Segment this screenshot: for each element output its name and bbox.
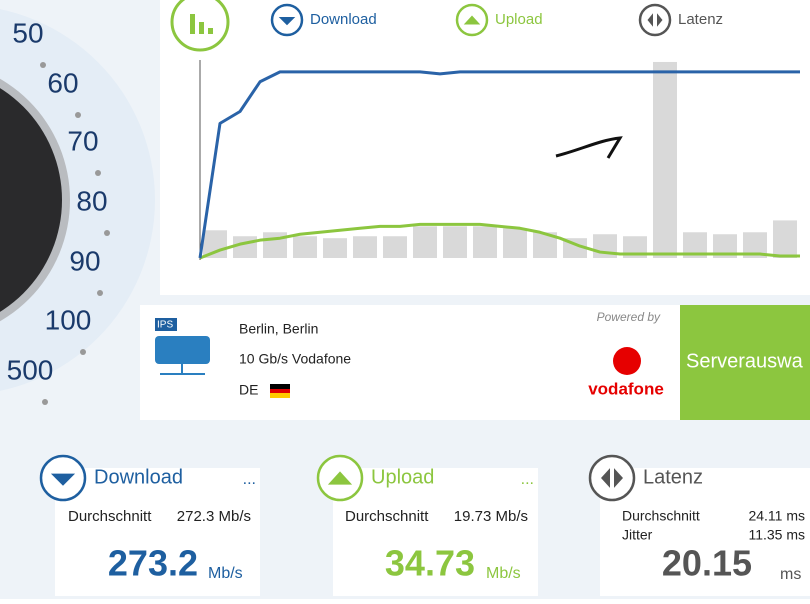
latency-bar [653, 61, 677, 259]
jitter-label: Jitter [622, 527, 653, 543]
card-title: Upload [371, 466, 434, 488]
latency-bar [413, 226, 437, 258]
card-title: Download [94, 466, 183, 488]
latency-bar [473, 226, 497, 258]
gauge-tick: 100 [45, 304, 92, 335]
more[interactable]: ... [521, 471, 534, 488]
unit: Mb/s [208, 565, 243, 582]
icon-glyph [327, 471, 353, 485]
latency-bar [383, 236, 407, 258]
main-value: 34.73 [385, 543, 475, 584]
server-button-label[interactable]: Serverauswa [686, 350, 804, 372]
brand: vodafone [588, 379, 664, 398]
gauge-tick: 90 [69, 245, 100, 276]
icon-glyph [601, 468, 623, 488]
gauge-tick: 80 [76, 185, 107, 216]
main-value: 20.15 [662, 543, 752, 584]
icon-glyph [463, 15, 481, 25]
card [333, 468, 538, 596]
gauge-tick: 50 [12, 17, 43, 48]
avg-label: Durchschnitt [345, 508, 429, 525]
legend-download: Download [310, 11, 377, 28]
flag [270, 384, 290, 389]
drawn-arrow [555, 136, 623, 159]
card [55, 468, 260, 596]
avg-label: Durchschnitt [68, 508, 152, 525]
server-city: Berlin, Berlin [239, 321, 318, 337]
gauge-dot [75, 112, 81, 118]
upload-line [199, 222, 800, 260]
icon [638, 3, 672, 37]
icon [588, 454, 636, 502]
more[interactable]: ... [243, 471, 256, 488]
avg-value: 19.73 Mb/s [454, 508, 528, 525]
gauge-dial [0, 88, 62, 312]
legend-latency: Latenz [678, 11, 723, 28]
gauge-dot [95, 170, 101, 176]
server-button[interactable] [680, 305, 810, 420]
gauge-tick: 70 [67, 125, 98, 156]
main-value: 273.2 [108, 543, 198, 584]
avg-value: 272.3 Mb/s [177, 508, 251, 525]
latency-bar [503, 228, 527, 258]
ips-tag [155, 318, 177, 331]
server-country: DE [239, 382, 258, 398]
icon-glyph [50, 473, 76, 486]
icon-glyph [278, 17, 296, 26]
ips-label: IPS [157, 320, 173, 331]
card [600, 468, 810, 596]
unit: ms [780, 566, 801, 583]
gauge-dot [40, 62, 46, 68]
powered-by: Powered by [597, 310, 661, 324]
gauge-tick: 60 [47, 67, 78, 98]
gauge-tick: 500 [7, 354, 54, 385]
avg-label: Durchschnitt [622, 508, 700, 524]
latency-bar [353, 236, 377, 258]
flag [270, 389, 290, 393]
flag [270, 393, 290, 398]
jitter-value: 11.35 ms [748, 527, 805, 543]
gauge-bg [0, 9, 155, 391]
vodafone-logo [613, 347, 641, 375]
icon-glyph [647, 13, 663, 27]
server-provider: 10 Gb/s Vodafone [239, 351, 351, 367]
download-line [198, 70, 800, 259]
latency-bar [293, 236, 317, 258]
latency-bar [773, 220, 797, 258]
gauge-dot [80, 349, 86, 355]
unit: Mb/s [486, 565, 521, 582]
avg-value: 24.11 ms [748, 508, 805, 524]
icon-bar [199, 22, 204, 34]
card-title: Latenz [643, 466, 703, 488]
gauge-dot [104, 230, 110, 236]
icon-bar [208, 28, 213, 34]
latency-bar [233, 236, 257, 258]
gauge-dot [42, 399, 48, 405]
latency-bar [443, 226, 467, 258]
latency-bar [713, 234, 737, 258]
server-icon [155, 336, 210, 364]
legend-upload: Upload [495, 11, 543, 28]
gauge-dot [97, 290, 103, 296]
icon-bar [190, 14, 195, 34]
latency-bar [323, 238, 347, 258]
